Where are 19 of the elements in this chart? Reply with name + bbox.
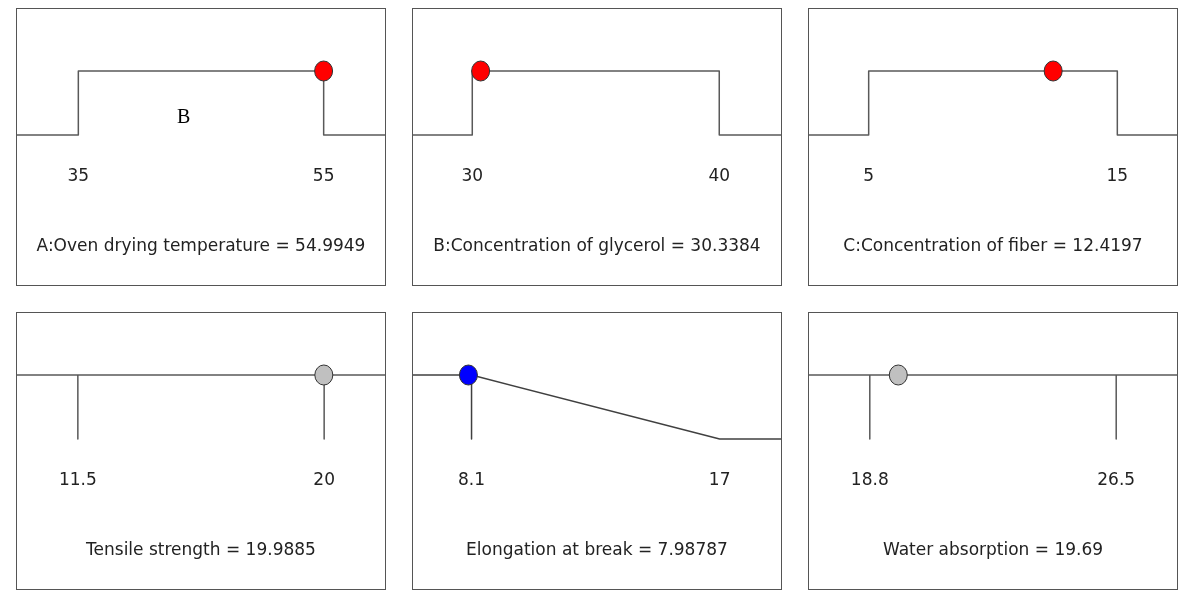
x-tick-label: 18.8 bbox=[850, 469, 889, 490]
annotation: B bbox=[177, 105, 191, 128]
x-axis-title: Tensile strength = 19.9885 bbox=[85, 539, 317, 559]
x-axis-title: C:Concentration of fiber = 12.4197 bbox=[842, 235, 1144, 255]
x-tick-label: 8.1 bbox=[458, 469, 486, 490]
x-tick-label: 26.5 bbox=[1097, 469, 1136, 490]
x-axis-title: Water absorption = 19.69 bbox=[881, 539, 1105, 559]
x-tick-label: 15 bbox=[1106, 165, 1129, 186]
x-tick-label: 40 bbox=[708, 165, 731, 186]
x-axis-title: B:Concentration of glycerol = 30.3384 bbox=[432, 235, 762, 255]
x-tick-label: 11.5 bbox=[58, 469, 97, 490]
x-tick-label: 20 bbox=[313, 469, 335, 490]
x-tick-label: 5 bbox=[863, 165, 875, 186]
x-axis-title: A:Oven drying temperature = 54.9949 bbox=[35, 235, 367, 255]
x-axis-title: Elongation at break = 7.98787 bbox=[465, 539, 729, 559]
x-tick-label: 35 bbox=[67, 165, 90, 186]
x-tick-label: 30 bbox=[461, 165, 484, 186]
x-tick-label: 17 bbox=[708, 469, 731, 490]
x-tick-label: 55 bbox=[312, 165, 335, 186]
